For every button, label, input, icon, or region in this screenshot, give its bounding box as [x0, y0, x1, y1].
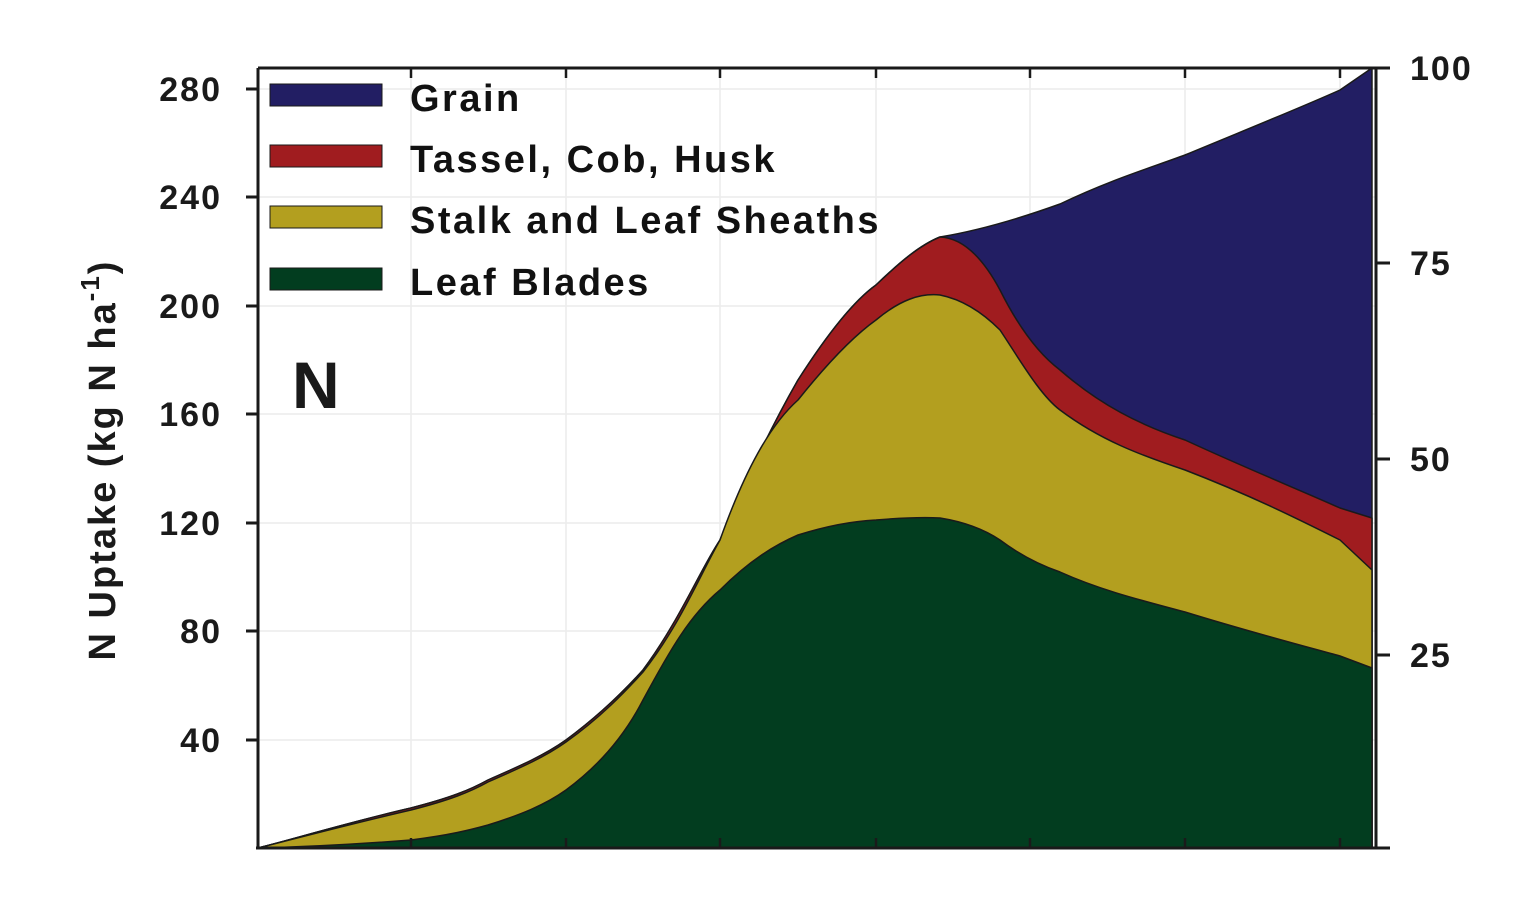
legend-item-stalk-leaf-sheaths: Stalk and Leaf Sheaths [269, 200, 881, 242]
y2-tick-25: 25 [1410, 637, 1452, 675]
legend: Grain Tassel, Cob, Husk Stalk and Leaf S… [269, 78, 881, 304]
legend-item-tassel-cob-husk: Tassel, Cob, Husk [269, 139, 777, 181]
y-tick-200: 200 [159, 288, 222, 326]
y-tick-280: 280 [159, 71, 222, 109]
legend-swatch-leaf-blades [269, 267, 383, 291]
left-y-tick-labels: 40 80 120 160 200 240 280 [159, 71, 222, 760]
y-axis-title-superscript: -1 [75, 274, 105, 301]
right-y-tick-labels: 25 50 75 100 [1410, 50, 1473, 675]
legend-item-grain: Grain [269, 78, 522, 120]
legend-swatch-tassel-cob-husk [269, 144, 383, 168]
y-axis-title: N Uptake (kg N ha-1) [75, 260, 124, 661]
y-axis-title-close: ) [82, 260, 124, 275]
legend-label-tassel-cob-husk: Tassel, Cob, Husk [410, 139, 777, 181]
legend-swatch-grain [269, 83, 383, 107]
legend-swatch-stalk-leaf-sheaths [269, 205, 383, 229]
y-tick-120: 120 [159, 505, 222, 543]
legend-item-leaf-blades: Leaf Blades [269, 262, 651, 304]
legend-label-grain: Grain [410, 78, 522, 120]
area-leaf-blades [257, 516, 1373, 849]
legend-label-leaf-blades: Leaf Blades [410, 262, 651, 304]
left-y-ticks [246, 87, 258, 742]
y-axis-title-main: N Uptake (kg N ha [82, 301, 124, 660]
y2-tick-50: 50 [1410, 441, 1452, 479]
y2-tick-75: 75 [1410, 245, 1452, 283]
right-y-ticks [1376, 66, 1390, 850]
x-ticks [409, 68, 1342, 848]
y2-tick-100: 100 [1410, 50, 1473, 88]
svg-text:N Uptake (kg N ha-1): N Uptake (kg N ha-1) [75, 260, 124, 661]
y-tick-40: 40 [180, 722, 222, 760]
y-tick-80: 80 [180, 613, 222, 651]
y-tick-240: 240 [159, 179, 222, 217]
panel-label: N [292, 348, 340, 422]
legend-label-stalk-leaf-sheaths: Stalk and Leaf Sheaths [410, 200, 881, 242]
area-series [257, 67, 1373, 849]
y-tick-160: 160 [159, 396, 222, 434]
